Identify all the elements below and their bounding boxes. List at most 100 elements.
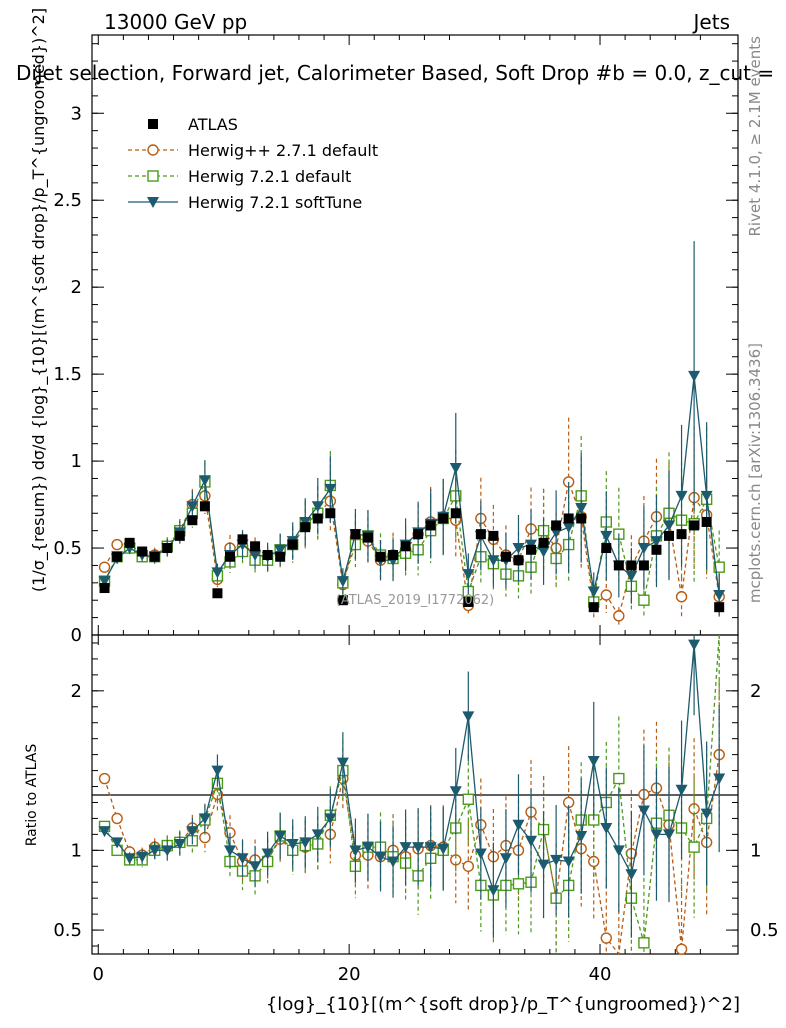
data-point (124, 537, 135, 548)
ratio-point (462, 793, 475, 805)
series-0 (99, 501, 725, 613)
data-point (587, 586, 600, 598)
ratio-point (136, 851, 149, 863)
data-point (98, 561, 111, 573)
data-point (689, 520, 700, 531)
y-tick-label-ratio: 1 (71, 840, 82, 861)
ratio-point (675, 943, 688, 955)
ratio-point (525, 835, 538, 847)
legend-label: Herwig++ 2.7.1 default (188, 141, 378, 160)
ratio-point (98, 826, 111, 838)
ratio-point (512, 878, 525, 890)
data-point (463, 596, 474, 607)
data-point (413, 529, 424, 540)
data-point (512, 543, 525, 555)
legend-marker (148, 119, 158, 129)
data-point (625, 570, 638, 582)
y-tick-label-main: 2 (71, 277, 82, 298)
series-3 (98, 241, 726, 938)
ratio-point (286, 838, 299, 850)
ratio-point (638, 937, 650, 949)
data-point (500, 551, 511, 562)
data-point (551, 520, 562, 531)
y-tick-label-main: 3 (71, 103, 82, 124)
y-tick-label-ratio-right: 0.5 (750, 920, 779, 941)
ratio-point (173, 838, 186, 850)
ratio-point (688, 639, 701, 651)
ratio-point (499, 853, 512, 865)
ratio-point (374, 851, 387, 863)
data-point (626, 560, 637, 571)
mcplots-label: mcplots.cern.ch [arXiv:1306.3436] (746, 343, 764, 603)
data-point (274, 544, 287, 556)
curves (98, 241, 726, 956)
y-tick-label-main: 0.5 (53, 538, 82, 559)
ratio-point (625, 869, 638, 881)
data-point (325, 508, 336, 519)
ratio-point (550, 854, 563, 866)
data-point (663, 520, 676, 532)
data-point (664, 530, 675, 541)
data-point (462, 569, 475, 581)
y-tick-label-ratio: 0.5 (53, 920, 82, 941)
data-point (675, 591, 688, 603)
ratio-point (324, 813, 337, 825)
y-tick-label-main: 0 (71, 625, 82, 646)
data-point (137, 546, 148, 557)
data-point (425, 520, 436, 531)
data-point (488, 530, 499, 541)
ratio-point (537, 859, 550, 871)
data-point (275, 551, 286, 562)
ratio-point (349, 845, 362, 857)
data-point (350, 529, 361, 540)
data-point (450, 508, 461, 519)
data-point (311, 501, 324, 513)
ratio-point (462, 860, 475, 872)
data-point (676, 529, 687, 540)
ratio-point (123, 853, 136, 865)
data-point (211, 567, 224, 579)
data-point (400, 541, 411, 552)
ratio-point (399, 842, 412, 854)
header-jets: Jets (692, 10, 730, 34)
ratio-point (600, 932, 612, 944)
ratio-point (449, 786, 462, 798)
data-point (438, 513, 449, 524)
legend-label: Herwig 7.2.1 default (188, 167, 351, 186)
data-point (588, 602, 599, 613)
y-tick-label-ratio-right: 2 (750, 681, 761, 702)
data-point (187, 515, 198, 526)
y-tick-label-ratio: 2 (71, 681, 82, 702)
ratio-point (512, 819, 525, 831)
data-point (449, 463, 462, 475)
ratio-point (274, 830, 287, 842)
data-point (375, 551, 386, 562)
header-energy: 13000 GeV pp (104, 10, 247, 34)
ratio-point (161, 845, 174, 857)
ratio-point (98, 772, 111, 785)
data-point (638, 560, 649, 571)
y-axis-label-main: (1/σ_{resum}) dσ/d {log}_{10}[(m^{soft d… (29, 8, 49, 592)
ratio-point (613, 772, 625, 785)
data-point (312, 513, 323, 524)
data-point (262, 550, 273, 560)
legend-marker (147, 197, 159, 208)
data-point (198, 475, 211, 487)
ratio-point (663, 829, 676, 841)
data-point (362, 532, 373, 543)
data-point (199, 501, 210, 512)
y-axis-label-ratio: Ratio to ATLAS (24, 744, 40, 847)
y-tick-label-ratio-right: 1 (750, 840, 761, 861)
data-point (212, 588, 223, 599)
ratio-point (487, 885, 500, 897)
data-point (237, 534, 248, 545)
x-tick-label: 40 (589, 964, 612, 985)
ratio-point (361, 842, 374, 854)
legend-marker (147, 144, 159, 156)
data-point (675, 490, 688, 502)
data-point (575, 503, 588, 515)
y-tick-label-main: 1.5 (53, 364, 82, 385)
data-point (112, 551, 123, 562)
ratio-point (412, 842, 425, 854)
data-point (537, 546, 550, 558)
